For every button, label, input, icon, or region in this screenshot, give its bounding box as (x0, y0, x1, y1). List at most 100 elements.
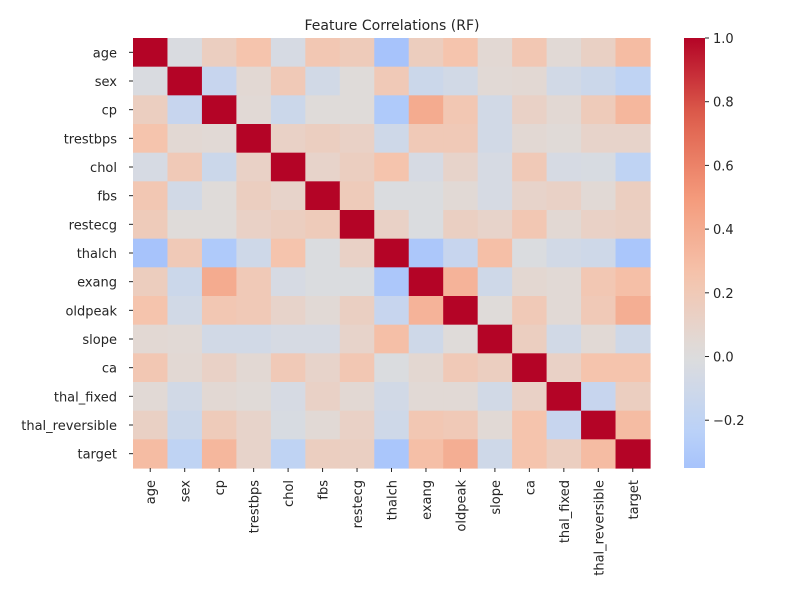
heatmap-cell-exang-sex (167, 267, 203, 297)
heatmap-cell-oldpeak-ca (512, 296, 548, 326)
heatmap-cell-thal_fixed-exang (408, 382, 444, 412)
heatmap-cell-sex-thalch (374, 66, 410, 96)
colorbar-tick-label-4: 0.6 (713, 159, 734, 174)
heatmap-cell-thal_reversible-restecg (339, 410, 375, 440)
heatmap-cell-thalch-thalch (374, 238, 410, 268)
heatmap-cell-exang-thalch (374, 267, 410, 297)
heatmap-cell-age-restecg (339, 38, 375, 68)
heatmap-cell-oldpeak-chol (270, 296, 306, 326)
heatmap-cell-target-ca (512, 439, 548, 469)
heatmap-cell-restecg-target (615, 210, 651, 240)
heatmap-cell-thal_fixed-sex (167, 382, 203, 412)
heatmap-cell-sex-sex (167, 66, 203, 96)
heatmap-cell-sex-ca (512, 66, 548, 96)
heatmap-cell-slope-chol (270, 324, 306, 354)
heatmap-cell-exang-oldpeak (443, 267, 479, 297)
heatmap-cell-restecg-thal_fixed (546, 210, 582, 240)
heatmap-cell-thal_fixed-age (133, 382, 169, 412)
heatmap-cell-slope-thal_fixed (546, 324, 582, 354)
heatmap-cell-thalch-trestbps (236, 238, 272, 268)
heatmap-cell-sex-trestbps (236, 66, 272, 96)
heatmap-cell-thal_fixed-thal_reversible (581, 382, 617, 412)
heatmap-cell-fbs-restecg (339, 181, 375, 211)
y-tick-label-fbs: fbs (97, 190, 117, 205)
heatmap-cell-cp-thal_fixed (546, 95, 582, 125)
heatmap-cell-exang-trestbps (236, 267, 272, 297)
heatmap-cell-thal_fixed-chol (270, 382, 306, 412)
heatmap-cells (133, 38, 651, 469)
heatmap-cell-target-age (133, 439, 169, 469)
y-tick-label-thal_reversible: thal_reversible (21, 419, 117, 434)
x-tick-label-trestbps: trestbps (248, 480, 263, 534)
heatmap-cell-thal_reversible-slope (477, 410, 513, 440)
heatmap-cell-restecg-oldpeak (443, 210, 479, 240)
heatmap-cell-thal_fixed-target (615, 382, 651, 412)
heatmap-cell-cp-chol (270, 95, 306, 125)
heatmap-cell-cp-thalch (374, 95, 410, 125)
heatmap-cell-trestbps-thalch (374, 124, 410, 154)
heatmap-cell-restecg-trestbps (236, 210, 272, 240)
heatmap-cell-target-restecg (339, 439, 375, 469)
heatmap-cell-cp-oldpeak (443, 95, 479, 125)
heatmap-cell-sex-restecg (339, 66, 375, 96)
heatmap-cell-restecg-thalch (374, 210, 410, 240)
colorbar: −0.2 0.0 0.2 0.4 0.6 0.8 1.0 (684, 32, 745, 468)
x-tick-labels: age sex cp trestbps chol fbs restecg thalch exan… (144, 468, 642, 576)
heatmap-cell-chol-chol (270, 152, 306, 182)
heatmap-cell-thal_fixed-restecg (339, 382, 375, 412)
heatmap-cell-thal_fixed-thal_fixed (546, 382, 582, 412)
heatmap-cell-exang-thal_reversible (581, 267, 617, 297)
heatmap-cell-target-thalch (374, 439, 410, 469)
heatmap-cell-cp-age (133, 95, 169, 125)
heatmap-cell-chol-slope (477, 152, 513, 182)
heatmap-cell-thal_reversible-cp (201, 410, 237, 440)
heatmap-cell-restecg-fbs (305, 210, 341, 240)
x-tick-label-target: target (627, 480, 642, 520)
heatmap-cell-ca-target (615, 353, 651, 383)
heatmap-cell-oldpeak-target (615, 296, 651, 326)
heatmap-cell-fbs-age (133, 181, 169, 211)
y-tick-label-trestbps: trestbps (64, 132, 118, 147)
heatmap-cell-chol-cp (201, 152, 237, 182)
heatmap-cell-sex-target (615, 66, 651, 96)
heatmap-cell-sex-slope (477, 66, 513, 96)
heatmap-cell-sex-age (133, 66, 169, 96)
heatmap-cell-fbs-ca (512, 181, 548, 211)
heatmap-cell-thal_fixed-ca (512, 382, 548, 412)
y-tick-label-ca: ca (102, 362, 117, 377)
y-tick-label-thalch: thalch (77, 247, 117, 262)
heatmap-cell-cp-trestbps (236, 95, 272, 125)
heatmap-cell-target-cp (201, 439, 237, 469)
heatmap-cell-trestbps-chol (270, 124, 306, 154)
heatmap-cell-oldpeak-cp (201, 296, 237, 326)
heatmap-cell-sex-cp (201, 66, 237, 96)
heatmap-cell-restecg-slope (477, 210, 513, 240)
heatmap-cell-slope-slope (477, 324, 513, 354)
heatmap-cell-exang-restecg (339, 267, 375, 297)
x-tick-label-ca: ca (523, 480, 538, 495)
heatmap-cell-oldpeak-trestbps (236, 296, 272, 326)
heatmap-cell-exang-fbs (305, 267, 341, 297)
heatmap-cell-age-thal_fixed (546, 38, 582, 68)
heatmap-cell-slope-thalch (374, 324, 410, 354)
heatmap-cell-ca-thal_fixed (546, 353, 582, 383)
heatmap-cell-chol-target (615, 152, 651, 182)
x-tick-label-slope: slope (489, 480, 504, 515)
heatmap-cell-thalch-target (615, 238, 651, 268)
heatmap-cell-ca-oldpeak (443, 353, 479, 383)
heatmap-cell-thal_fixed-oldpeak (443, 382, 479, 412)
heatmap-cell-target-exang (408, 439, 444, 469)
heatmap-cell-ca-sex (167, 353, 203, 383)
y-tick-label-chol: chol (90, 161, 117, 176)
heatmap-cell-thal_reversible-thal_fixed (546, 410, 582, 440)
heatmap-cell-thal_reversible-exang (408, 410, 444, 440)
heatmap-cell-thal_reversible-ca (512, 410, 548, 440)
heatmap-cell-restecg-sex (167, 210, 203, 240)
heatmap-cell-age-oldpeak (443, 38, 479, 68)
heatmap-cell-slope-oldpeak (443, 324, 479, 354)
heatmap-cell-fbs-thalch (374, 181, 410, 211)
heatmap-cell-cp-target (615, 95, 651, 125)
heatmap-cell-chol-exang (408, 152, 444, 182)
x-tick-label-restecg: restecg (351, 480, 366, 528)
